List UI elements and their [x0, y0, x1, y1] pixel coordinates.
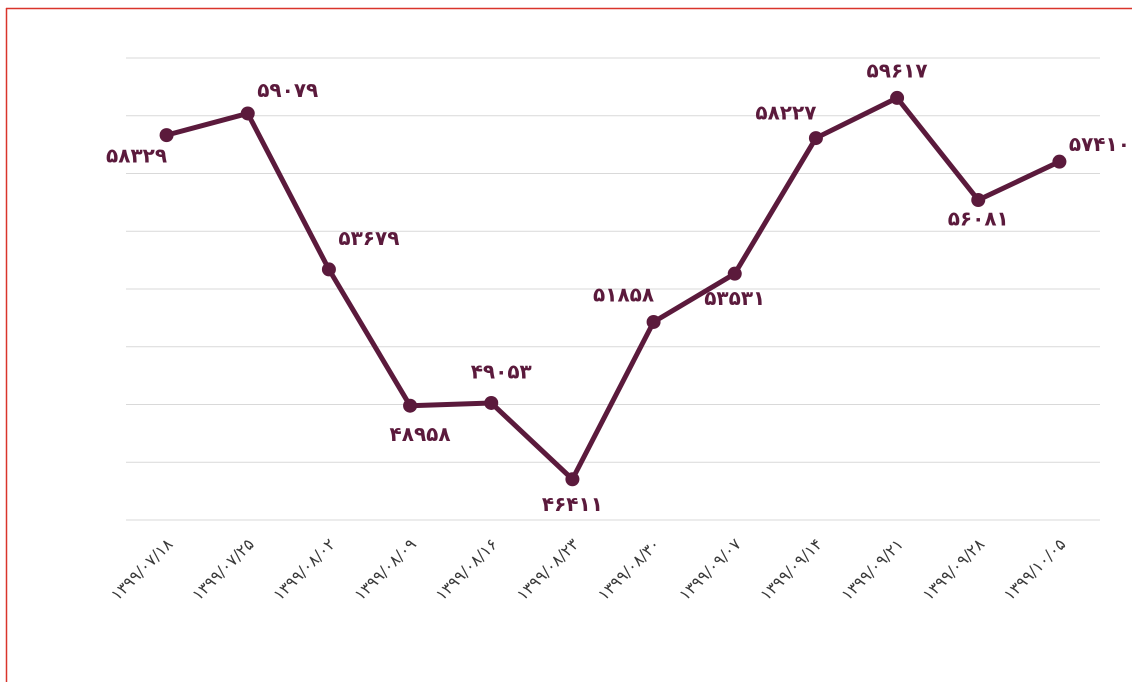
data-point [890, 90, 905, 105]
data-point [321, 262, 336, 277]
data-label: ۵۸۳۲۹ [106, 144, 167, 168]
x-tick-label: ۱۳۹۹/۰۸/۳۰ [594, 535, 664, 605]
x-tick-label: ۱۳۹۹/۱۰/۰۵ [1000, 535, 1070, 605]
data-point [403, 398, 418, 413]
x-tick-label: ۱۳۹۹/۰۸/۰۹ [350, 535, 420, 605]
data-label: ۴۸۹۵۸ [390, 422, 451, 446]
data-point [646, 314, 661, 329]
data-label: ۵۳۶۷۹ [338, 226, 399, 250]
data-point [727, 266, 742, 281]
x-tick-label: ۱۳۹۹/۰۸/۱۶ [432, 535, 502, 605]
data-label: ۵۳۵۳۱ [704, 286, 765, 310]
data-label: ۵۸۲۲۷ [755, 101, 816, 125]
data-label: ۵۹۶۱۷ [867, 58, 928, 82]
data-label: ۵۷۴۱۰ [1069, 132, 1130, 156]
data-label: ۴۶۴۱۱ [542, 492, 603, 516]
data-label: ۴۹۰۵۳ [471, 359, 532, 383]
data-label: ۵۱۸۵۸ [593, 282, 654, 306]
data-point [1052, 154, 1067, 169]
data-label: ۵۹۰۷۹ [257, 78, 318, 102]
data-point [971, 193, 986, 208]
x-tick-label: ۱۳۹۹/۰۸/۲۳ [513, 534, 583, 604]
data-point [484, 395, 499, 410]
x-tick-label: ۱۳۹۹/۰۷/۲۵ [188, 535, 258, 605]
data-line [165, 95, 1061, 482]
data-label: ۵۶۰۸۱ [948, 207, 1009, 231]
data-point [565, 472, 580, 487]
x-tick-label: ۱۳۹۹/۰۸/۰۲ [269, 535, 339, 605]
x-tick-label: ۱۳۹۹/۰۷/۱۸ [107, 534, 177, 604]
x-tick-label: ۱۳۹۹/۰۹/۰۷ [675, 534, 745, 604]
data-point [808, 131, 823, 146]
x-tick-label: ۱۳۹۹/۰۹/۲۱ [837, 535, 907, 605]
x-tick-label: ۱۳۹۹/۰۹/۲۸ [919, 534, 989, 604]
data-point [240, 106, 255, 121]
x-tick-label: ۱۳۹۹/۰۹/۱۴ [756, 535, 826, 605]
data-point [159, 128, 174, 143]
